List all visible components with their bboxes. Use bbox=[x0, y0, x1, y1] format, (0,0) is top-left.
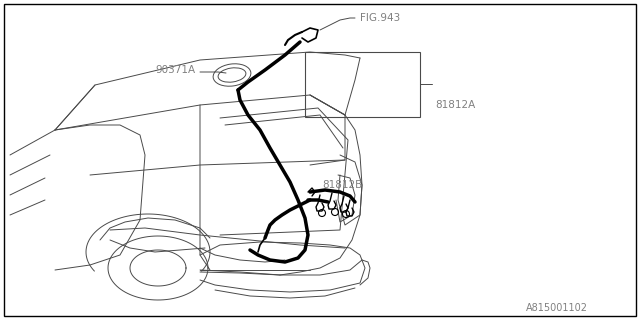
Text: FIG.943: FIG.943 bbox=[360, 13, 400, 23]
Text: 81812A: 81812A bbox=[435, 100, 476, 110]
Text: 90371A: 90371A bbox=[155, 65, 195, 75]
Bar bbox=[305, 52, 420, 117]
Text: 81812B: 81812B bbox=[322, 180, 362, 190]
Text: A815001102: A815001102 bbox=[526, 303, 588, 313]
